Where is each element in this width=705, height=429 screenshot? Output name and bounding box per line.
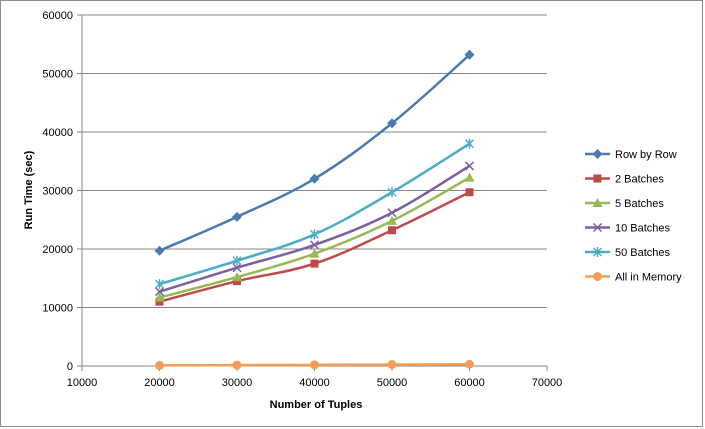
legend-label: 5 Batches (615, 198, 664, 210)
data-point (232, 211, 242, 222)
legend-label: All in Memory (615, 272, 682, 284)
y-tick-label: 10000 (42, 303, 73, 315)
x-tick-label: 30000 (222, 377, 253, 389)
data-point (232, 255, 242, 266)
data-point (465, 359, 474, 369)
x-tick-label: 40000 (299, 377, 330, 389)
x-tick-labels: 10000 20000 30000 40000 50000 60000 70000 (67, 377, 563, 389)
legend-marker (593, 272, 602, 281)
data-point (154, 279, 165, 290)
y-axis-title: Run Time (sec) (23, 150, 35, 229)
data-point (387, 208, 397, 218)
data-point (232, 360, 242, 370)
axes (77, 14, 548, 371)
legend-label: 2 Batches (615, 174, 664, 186)
data-point (387, 360, 397, 370)
data-point (154, 245, 165, 256)
legend-item-row-by-row: Row by Row (585, 149, 677, 161)
legend-item-2-batches: 2 Batches (585, 174, 664, 186)
data-point (309, 229, 320, 240)
legend-item-all-in-memory: All in Memory (585, 272, 682, 284)
data-point (232, 272, 242, 282)
data-point (309, 173, 320, 184)
y-tick-label: 40000 (42, 127, 73, 139)
series-line (158, 53, 471, 252)
legend-item-50-batches: 50 Batches (585, 247, 671, 259)
x-tick-label: 70000 (532, 377, 563, 389)
y-tick-label: 0 (67, 361, 73, 373)
legend-label: 50 Batches (615, 247, 671, 259)
data-point (310, 259, 319, 268)
data-point (310, 360, 319, 370)
legend-item-5-batches: 5 Batches (585, 198, 664, 210)
series-10-batches (154, 161, 475, 297)
data-point (387, 187, 397, 198)
legend: Row by Row 2 Batches 5 Batches 10 Batches 50… (585, 149, 682, 284)
legend-marker (593, 174, 602, 183)
x-tick-label: 20000 (144, 377, 175, 389)
series-2-batches (155, 188, 474, 306)
legend-marker (592, 247, 603, 257)
data-point (464, 138, 475, 149)
series-row-by-row (154, 49, 475, 256)
legend-marker (592, 222, 603, 233)
data-point (154, 292, 165, 302)
y-tick-label: 50000 (42, 69, 73, 81)
x-tick-label: 60000 (454, 377, 485, 389)
data-point (155, 360, 164, 370)
data-point (387, 215, 397, 225)
data-point (387, 118, 397, 129)
data-point (309, 240, 320, 250)
data-point (233, 277, 241, 286)
data-point (388, 226, 396, 235)
legend-marker (592, 198, 603, 207)
x-tick-label: 10000 (67, 377, 98, 389)
x-tick-label: 50000 (377, 377, 408, 389)
legend-marker (592, 149, 603, 159)
series-line (159, 164, 471, 293)
legend-label: 10 Batches (615, 223, 671, 235)
series-all-in-memory (155, 359, 474, 370)
data-point (155, 297, 164, 306)
data-point (464, 161, 475, 171)
data-point (464, 172, 475, 182)
legend-item-10-batches: 10 Batches (585, 223, 671, 235)
data-point (154, 287, 165, 297)
y-tick-label: 20000 (42, 244, 73, 256)
series-5-batches (154, 172, 475, 302)
series-group (154, 49, 475, 370)
series-50-batches (154, 138, 475, 290)
x-axis-title: Number of Tuples (270, 399, 363, 411)
legend-label: Row by Row (615, 149, 677, 161)
y-tick-labels: 0 10000 20000 30000 40000 50000 60000 (42, 10, 73, 373)
y-tick-label: 30000 (42, 186, 73, 198)
data-point (464, 49, 475, 60)
data-point (309, 248, 320, 258)
data-point (232, 263, 242, 273)
y-tick-label: 60000 (42, 10, 73, 22)
data-point (465, 188, 474, 197)
